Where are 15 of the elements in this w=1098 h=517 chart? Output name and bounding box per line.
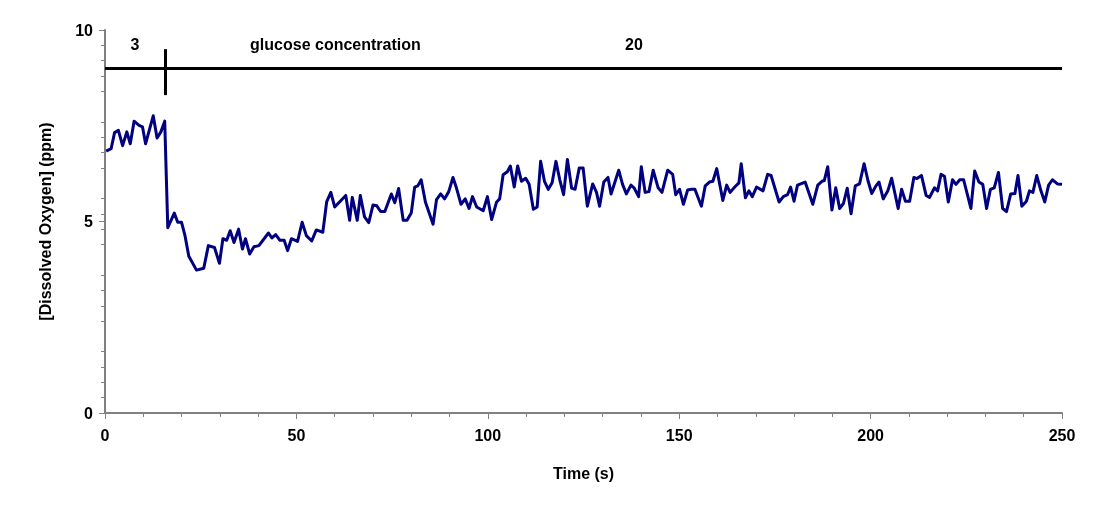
annotation: glucose concentration	[250, 35, 421, 53]
y-tick-label: 0	[84, 404, 94, 422]
x-tick-label: 0	[100, 426, 110, 444]
x-tick-label: 150	[665, 426, 693, 444]
x-tick-label: 200	[857, 426, 885, 444]
x-axis-title: Time (s)	[552, 464, 615, 482]
x-tick-label: 50	[287, 426, 306, 444]
y-tick-label: 10	[75, 21, 94, 39]
line-series	[104, 114, 1064, 272]
annotation: 3	[130, 35, 140, 53]
y-tick-label: 5	[84, 213, 94, 230]
annotation: 20	[625, 35, 643, 53]
x-tick-label: 250	[1048, 426, 1076, 444]
y-axis-title: [Dissolved Oxygen] (ppm)	[36, 122, 54, 321]
x-tick-label: 100	[474, 426, 502, 444]
